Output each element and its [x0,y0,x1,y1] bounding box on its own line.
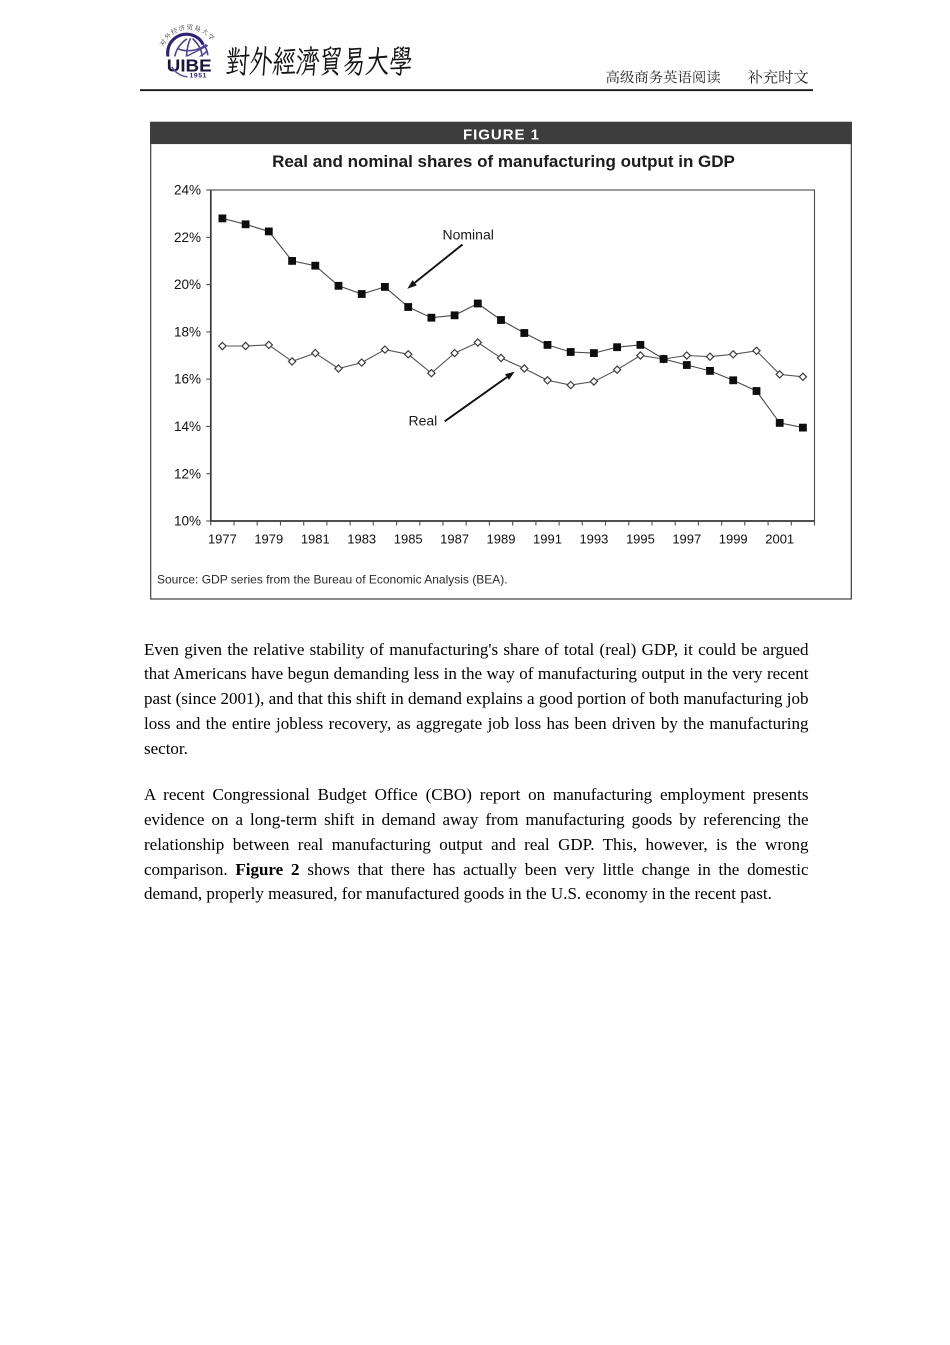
svg-text:1999: 1999 [719,532,748,547]
svg-text:1981: 1981 [301,532,330,547]
svg-text:Nominal: Nominal [443,226,494,242]
svg-text:16%: 16% [174,372,201,387]
svg-text:12%: 12% [174,466,201,481]
svg-text:2001: 2001 [765,532,794,547]
svg-text:10%: 10% [174,514,201,529]
svg-text:1977: 1977 [208,532,237,547]
svg-text:1985: 1985 [394,532,423,547]
svg-text:Real and nominal shares of man: Real and nominal shares of manufacturing… [272,152,735,171]
svg-text:UIBE: UIBE [167,55,212,75]
svg-text:22%: 22% [174,230,201,245]
svg-text:1989: 1989 [487,532,516,547]
svg-text:1983: 1983 [347,532,376,547]
svg-text:24%: 24% [174,183,201,198]
svg-text:1979: 1979 [254,532,283,547]
svg-text:14%: 14% [174,419,201,434]
svg-text:20%: 20% [174,277,201,292]
svg-text:1991: 1991 [533,532,562,547]
svg-text:1993: 1993 [579,532,608,547]
svg-text:1995: 1995 [626,532,655,547]
svg-text:1951: 1951 [190,73,208,80]
svg-text:FIGURE 1: FIGURE 1 [463,127,539,144]
svg-text:18%: 18% [174,325,201,340]
svg-text:1997: 1997 [672,532,701,547]
svg-text:Source: GDP series from the Bu: Source: GDP series from the Bureau of Ec… [157,573,508,587]
svg-text:1987: 1987 [440,532,469,547]
svg-text:Real: Real [409,413,438,429]
